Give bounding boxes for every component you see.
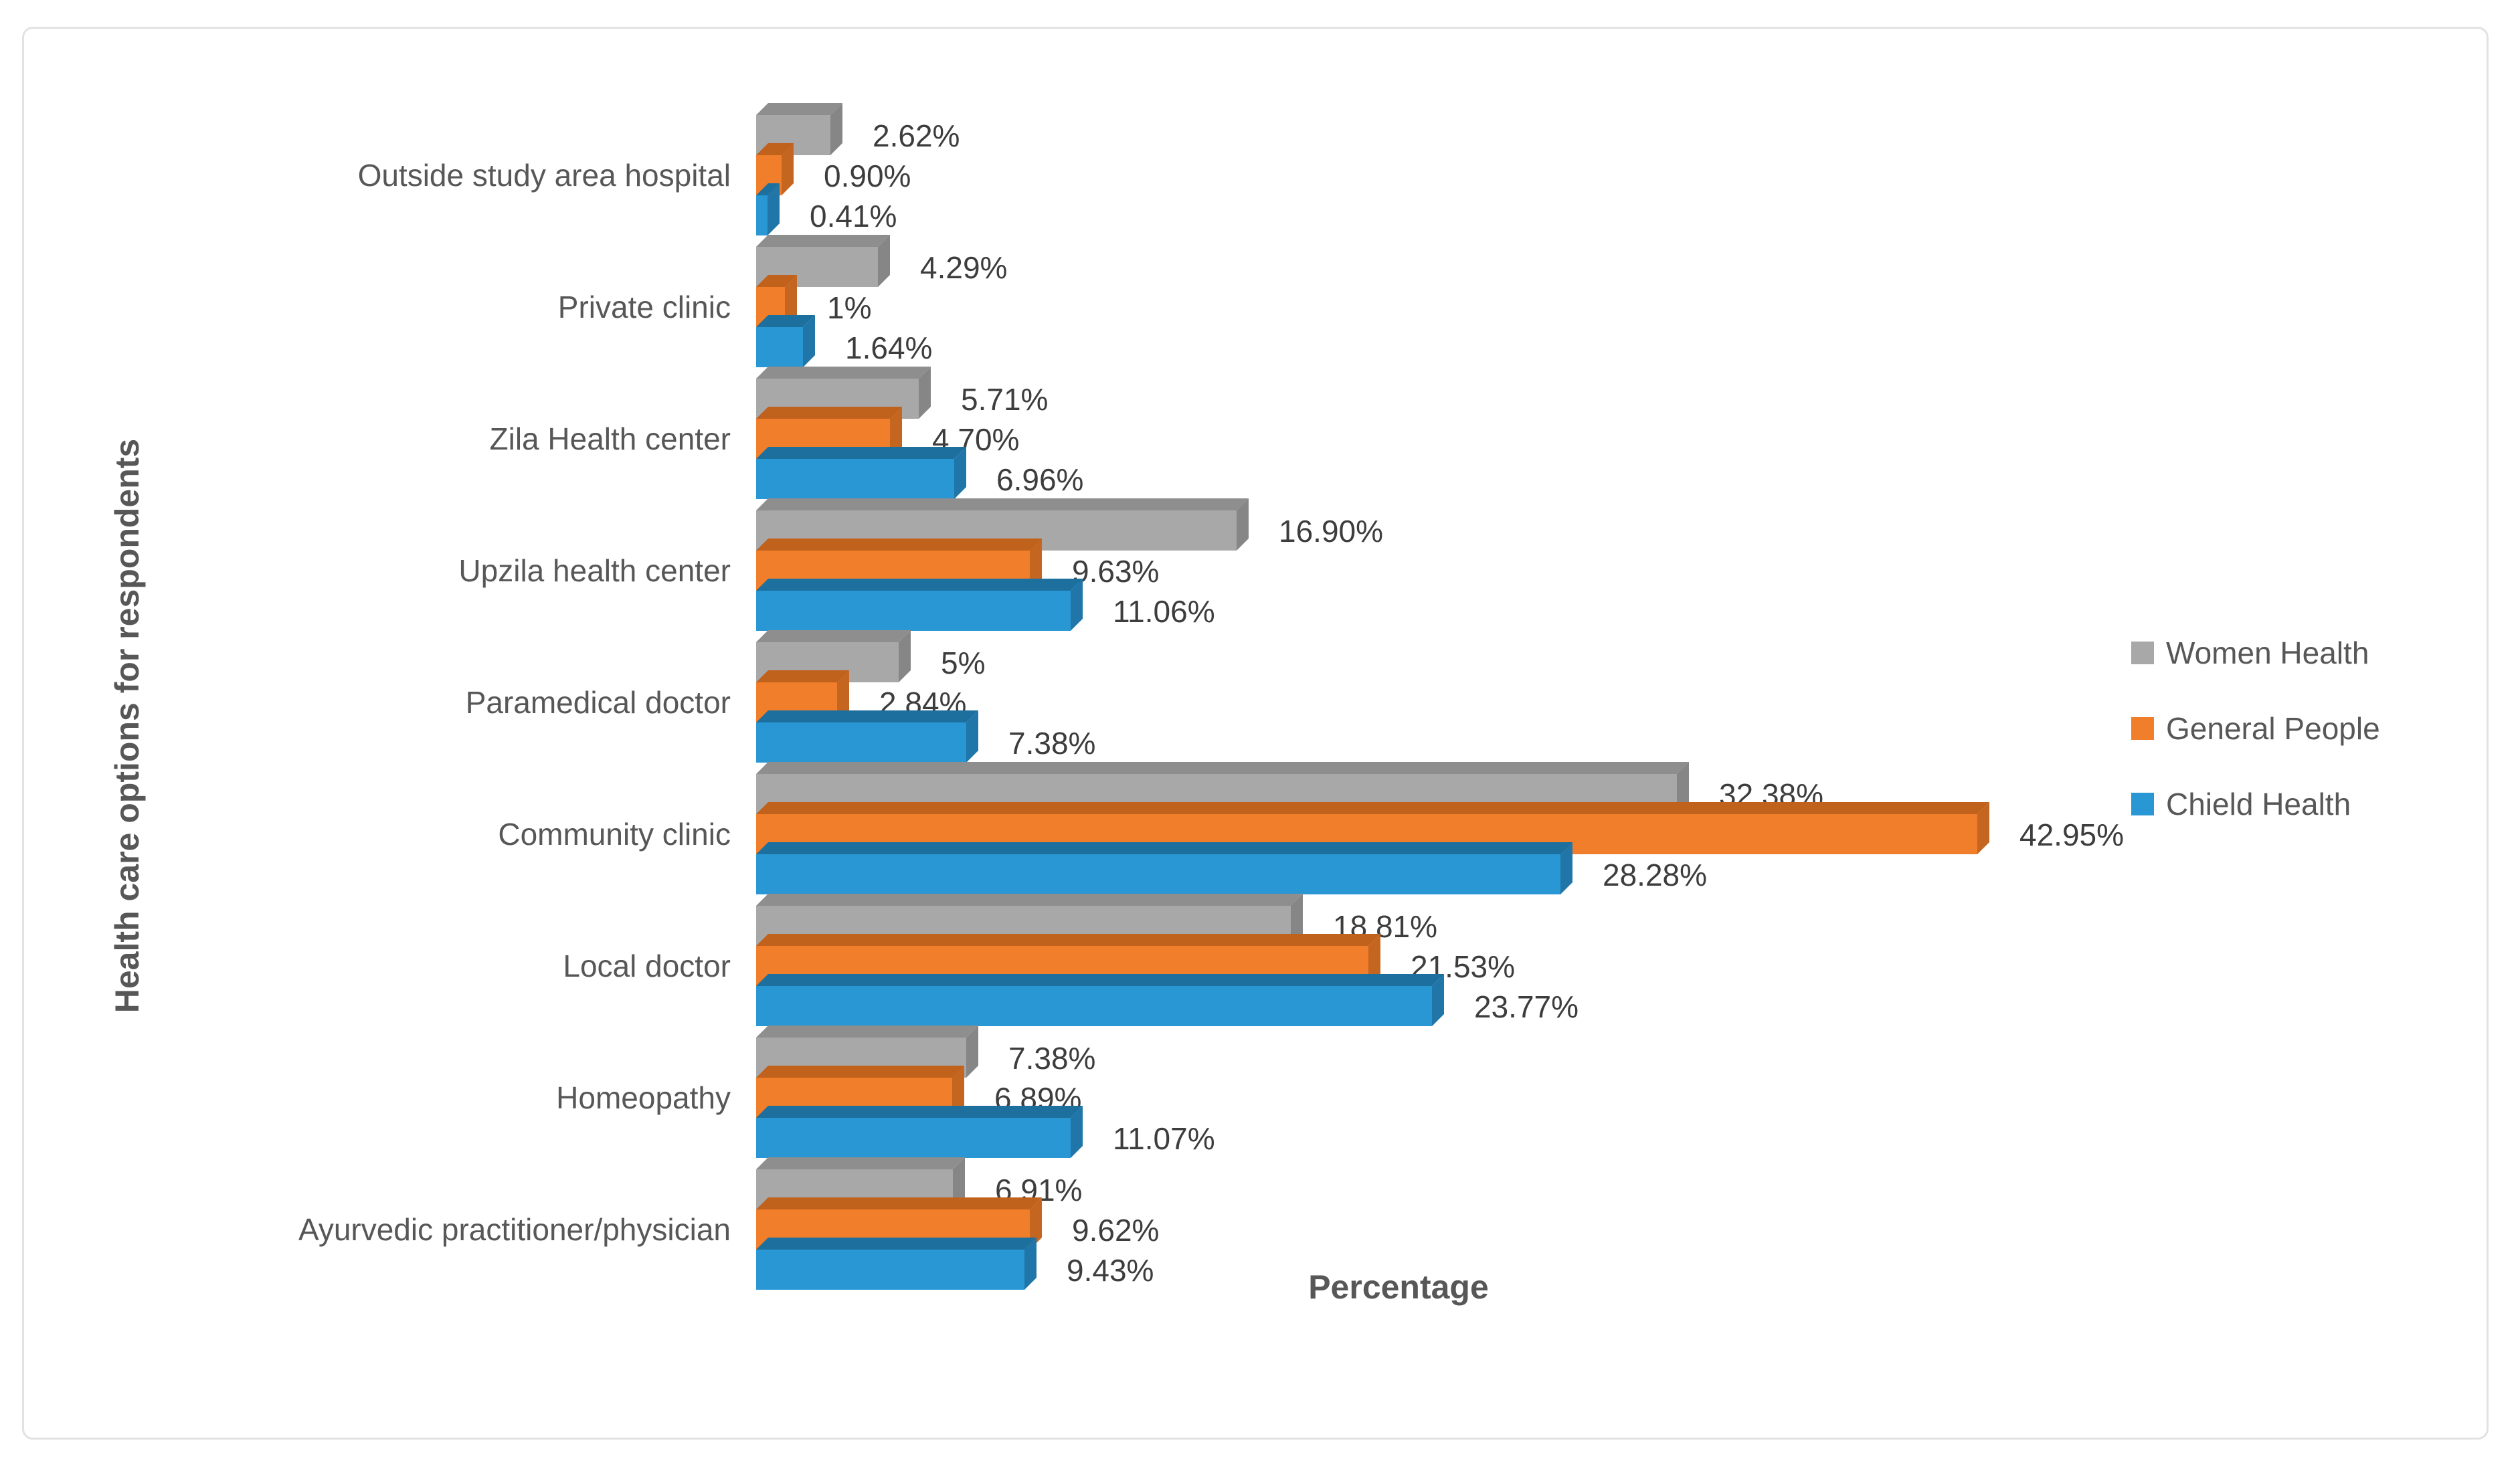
bar-value-label: 5% <box>941 646 986 680</box>
legend-item-chield-health: Chield Health <box>2131 785 2380 823</box>
bar-value-label: 16.90% <box>1279 514 1384 549</box>
bar-value-label: 5.71% <box>961 382 1049 417</box>
legend-item-general-people: General People <box>2131 710 2380 747</box>
bar <box>756 710 978 763</box>
bar <box>756 183 780 235</box>
bar-value-label: 42.95% <box>2019 817 2125 852</box>
category-label: Upzila health center <box>458 553 731 588</box>
category-label: Zila Health center <box>489 421 731 456</box>
bar <box>756 1106 1083 1158</box>
category-label: Paramedical doctor <box>465 685 731 720</box>
bar <box>756 235 890 287</box>
bar-value-label: 7.38% <box>1008 726 1096 761</box>
bar-value-label: 6.96% <box>996 462 1084 497</box>
category-label: Ayurvedic practitioner/physician <box>298 1212 731 1247</box>
legend-swatch-women-health <box>2131 642 2154 664</box>
bar-value-label: 1% <box>827 290 872 325</box>
bar-value-label: 2.62% <box>873 118 960 153</box>
bar-value-label: 0.41% <box>810 199 897 233</box>
bar-value-label: 11.06% <box>1113 594 1215 629</box>
bar-value-label: 1.64% <box>845 330 933 365</box>
bar-value-label: 4.29% <box>920 250 1008 285</box>
legend-label-general-people: General People <box>2166 711 2380 746</box>
legend-label-chield-health: Chield Health <box>2166 787 2351 821</box>
bar <box>756 579 1083 631</box>
category-label: Private clinic <box>557 290 731 324</box>
bar-value-label: 9.62% <box>1072 1213 1160 1248</box>
bar-value-label: 0.90% <box>824 159 911 193</box>
bar-value-label: 9.63% <box>1072 554 1160 589</box>
category-label: Outside study area hospital <box>357 158 731 193</box>
legend: Women Health General People Chield Healt… <box>2131 634 2380 861</box>
y-axis-title: Health care options for respondents <box>108 438 146 1013</box>
bar <box>756 1238 1037 1290</box>
legend-swatch-general-people <box>2131 717 2154 740</box>
legend-label-women-health: Women Health <box>2166 636 2369 670</box>
legend-item-women-health: Women Health <box>2131 634 2380 672</box>
figure-border <box>22 27 2489 1440</box>
bar-value-label: 7.38% <box>1008 1041 1096 1076</box>
legend-swatch-chield-health <box>2131 793 2154 815</box>
bar <box>756 974 1444 1026</box>
bar <box>756 842 1572 894</box>
x-axis-title: Percentage <box>1308 1268 1489 1306</box>
category-label: Homeopathy <box>556 1080 731 1115</box>
bar-value-label: 28.28% <box>1603 858 1708 892</box>
bar-value-label: 9.43% <box>1067 1253 1154 1288</box>
bar <box>756 275 797 327</box>
bar <box>756 447 966 499</box>
bar-value-label: 11.07% <box>1113 1121 1215 1156</box>
bar <box>756 315 815 367</box>
category-label: Community clinic <box>498 817 731 852</box>
bar-value-label: 23.77% <box>1474 989 1579 1024</box>
category-label: Local doctor <box>563 949 731 983</box>
